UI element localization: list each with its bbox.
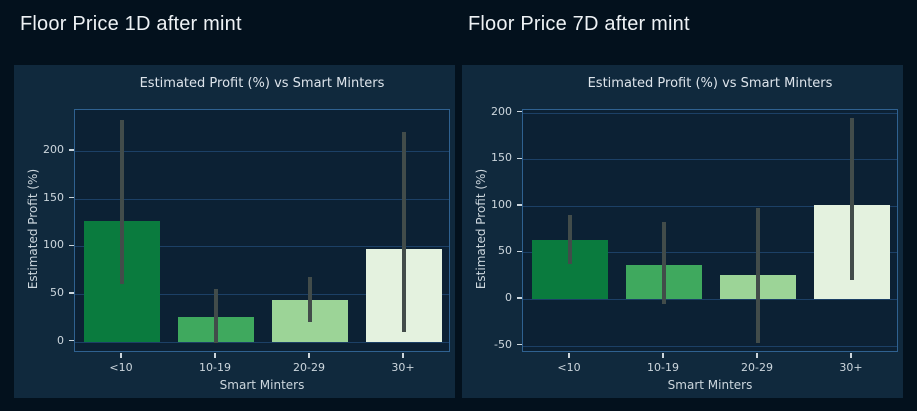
gridline <box>75 341 449 343</box>
error-bar-20-29 <box>308 276 312 323</box>
x-tick-mark <box>662 353 664 358</box>
x-axis-label: Smart Minters <box>219 378 305 392</box>
y-tick-label: 0 <box>57 333 64 347</box>
y-tick-mark <box>517 250 522 253</box>
error-bar-20-29 <box>756 207 760 343</box>
x-tick-label: 10-19 <box>647 361 679 374</box>
gridline <box>75 246 449 248</box>
chart-title: Estimated Profit (%) vs Smart Minters <box>139 76 385 91</box>
gridline <box>523 252 897 254</box>
y-tick-mark <box>517 343 522 346</box>
x-tick-mark <box>402 353 404 358</box>
chart-panel-7d: Estimated Profit (%) vs Smart Minters Est… <box>462 65 903 398</box>
chart-panel-1d: Estimated Profit (%) vs Smart Minters Est… <box>14 65 455 398</box>
chart-title: Estimated Profit (%) vs Smart Minters <box>587 76 833 91</box>
x-tick-mark <box>850 353 852 358</box>
y-tick-label: 0 <box>505 291 512 304</box>
x-tick-mark <box>756 353 758 358</box>
error-bar-<10 <box>568 215 572 264</box>
error-bar-10-19 <box>662 221 666 304</box>
y-tick-mark <box>69 292 74 294</box>
plot-area <box>74 109 450 352</box>
y-tick-mark <box>517 297 522 299</box>
error-bar-30+ <box>850 118 854 281</box>
x-tick-mark <box>120 353 122 358</box>
error-bar-30+ <box>402 131 406 333</box>
gridline <box>75 150 449 152</box>
y-tick-label: 150 <box>491 151 512 165</box>
gridline <box>523 205 897 207</box>
y-tick-mark <box>69 244 74 246</box>
x-tick-mark <box>568 353 570 358</box>
error-bar-10-19 <box>214 289 218 344</box>
y-tick-mark <box>69 339 74 342</box>
x-tick-label: <10 <box>109 361 133 374</box>
plot-area <box>522 109 898 352</box>
x-axis-label: Smart Minters <box>667 378 753 392</box>
y-tick-label: 50 <box>498 244 512 258</box>
gridline <box>75 198 449 200</box>
x-tick-mark <box>214 353 216 358</box>
x-tick-label: 20-29 <box>741 361 773 374</box>
y-tick-label: 200 <box>43 142 64 156</box>
y-tick-mark <box>517 204 522 206</box>
y-tick-mark <box>69 149 74 151</box>
x-tick-label: <10 <box>557 361 581 374</box>
x-tick-label: 10-19 <box>199 361 231 374</box>
y-tick-label: 50 <box>50 285 64 299</box>
y-tick-label: 100 <box>491 197 512 211</box>
x-tick-mark <box>308 353 310 358</box>
error-bar-<10 <box>120 120 124 285</box>
y-tick-mark <box>517 111 522 113</box>
y-tick-mark <box>69 196 74 199</box>
gridline <box>523 345 897 347</box>
gridline <box>523 299 897 300</box>
gridline <box>75 293 449 295</box>
x-tick-label: 30+ <box>839 361 863 374</box>
y-tick-label: -50 <box>494 337 512 351</box>
gridline <box>523 112 897 114</box>
section-title-floor-price-7d: Floor Price 7D after mint <box>468 13 690 35</box>
y-tick-mark <box>517 157 522 160</box>
y-tick-label: 150 <box>43 190 64 204</box>
y-tick-label: 200 <box>491 104 512 118</box>
x-tick-label: 20-29 <box>293 361 325 374</box>
y-tick-label: 100 <box>43 238 64 252</box>
gridline <box>523 159 897 161</box>
x-tick-label: 30+ <box>391 361 415 374</box>
section-title-floor-price-1d: Floor Price 1D after mint <box>20 13 242 35</box>
